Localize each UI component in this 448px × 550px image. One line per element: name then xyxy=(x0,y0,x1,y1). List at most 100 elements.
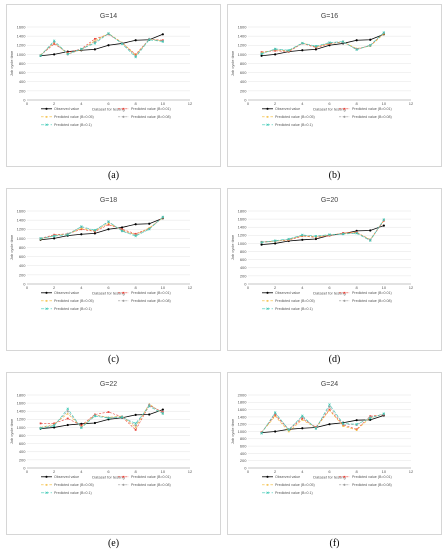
data-point xyxy=(94,37,96,40)
y-tick-label: 0 xyxy=(244,97,247,102)
legend-label: Predicted value (B=0.01) xyxy=(352,475,392,479)
series-line-2 xyxy=(261,409,384,433)
x-tick-label: 0 xyxy=(247,285,250,290)
data-point xyxy=(93,39,96,42)
chart-title: G=24 xyxy=(321,381,338,388)
legend-marker-4 xyxy=(45,491,48,495)
x-axis-label: Dataset for testing xyxy=(92,475,124,480)
legend-label: Predicted value (B=0.08) xyxy=(352,299,392,303)
chart-title: G=22 xyxy=(100,381,117,388)
data-point xyxy=(52,39,56,42)
data-point xyxy=(107,223,110,226)
y-tick-label: 1400 xyxy=(238,34,248,39)
data-point xyxy=(301,427,304,430)
x-tick-label: 4 xyxy=(80,101,83,106)
legend-label: Observed value xyxy=(54,291,79,295)
data-point xyxy=(355,48,358,52)
data-point xyxy=(342,425,345,427)
data-point xyxy=(53,42,56,45)
x-tick-label: 0 xyxy=(26,469,29,474)
x-tick-label: 12 xyxy=(409,469,414,474)
legend-label: Predicted value (B=0.1) xyxy=(54,123,92,127)
legend-label: Predicted value (B=0.01) xyxy=(131,475,171,479)
x-tick-label: 6 xyxy=(107,101,110,106)
legend-marker-0 xyxy=(266,291,269,294)
legend-marker-1 xyxy=(343,475,346,478)
x-tick-label: 10 xyxy=(382,285,387,290)
y-axis-label: Job cycle time xyxy=(230,50,235,76)
data-point xyxy=(66,407,69,411)
data-point xyxy=(328,41,331,44)
x-tick-label: 12 xyxy=(188,285,193,290)
data-point xyxy=(134,223,137,226)
data-point xyxy=(260,432,263,435)
data-point xyxy=(161,40,165,43)
chart-panel-d: G=20 0 200 400 600 800 1000 1200 1400 1600 1800 0 2 4… xyxy=(227,188,442,351)
y-tick-label: 200 xyxy=(19,88,26,93)
data-point xyxy=(301,49,304,52)
data-point xyxy=(120,42,124,46)
series-line-2 xyxy=(40,217,164,240)
data-point xyxy=(328,233,331,236)
x-axis-label: Dataset for testing xyxy=(313,107,345,112)
legend-label: Predicted value (B=0.1) xyxy=(54,307,92,311)
data-point xyxy=(120,226,124,229)
y-tick-label: 200 xyxy=(19,457,26,462)
y-tick-label: 600 xyxy=(19,254,26,259)
data-point xyxy=(161,408,164,411)
x-tick-label: 8 xyxy=(135,101,138,106)
x-tick-label: 6 xyxy=(328,469,331,474)
x-tick-label: 12 xyxy=(409,285,414,290)
data-point xyxy=(301,238,304,241)
series-line-4 xyxy=(261,32,385,55)
data-point xyxy=(107,416,110,420)
y-tick-label: 400 xyxy=(240,265,247,270)
data-point xyxy=(314,48,318,51)
y-tick-label: 800 xyxy=(19,61,26,66)
x-tick-label: 2 xyxy=(274,101,277,106)
data-point xyxy=(134,413,137,416)
data-point xyxy=(148,228,151,231)
data-point xyxy=(301,417,304,420)
x-tick-label: 8 xyxy=(356,285,359,290)
data-point xyxy=(161,215,165,219)
legend-marker-0 xyxy=(266,475,269,478)
legend-label: Observed value xyxy=(54,107,79,111)
chart-title: G=16 xyxy=(321,13,338,20)
series-line-0 xyxy=(261,225,384,246)
legend-label: Predicted value (B=0.01) xyxy=(352,107,392,111)
data-point xyxy=(53,426,56,429)
data-point xyxy=(355,39,358,42)
legend-marker-2 xyxy=(45,115,48,118)
data-point xyxy=(107,222,110,225)
legend-marker-2 xyxy=(266,115,269,118)
data-point xyxy=(93,414,97,418)
x-tick-label: 10 xyxy=(382,101,387,106)
data-point xyxy=(134,424,137,427)
data-point xyxy=(274,53,277,56)
data-point xyxy=(161,33,164,36)
data-point xyxy=(382,412,386,415)
chart-g16: G=16 0 200 400 600 800 1000 1200 1400 1600 0 2 4 6 8 10… xyxy=(230,13,414,127)
data-point xyxy=(273,47,277,51)
y-tick-label: 1200 xyxy=(238,233,248,238)
data-point xyxy=(66,233,69,236)
data-point xyxy=(80,47,83,51)
data-point xyxy=(369,44,372,47)
y-axis-label: Job cycle time xyxy=(9,418,14,444)
x-tick-label: 10 xyxy=(161,469,166,474)
y-tick-label: 1400 xyxy=(17,218,27,223)
data-point xyxy=(287,428,290,432)
data-point xyxy=(328,403,331,406)
legend-label: Predicted value (B=0.01) xyxy=(352,291,392,295)
y-tick-label: 200 xyxy=(240,88,247,93)
caption-d: (d) xyxy=(328,354,341,365)
data-point xyxy=(274,49,277,52)
chart-panel-b: G=16 0 200 400 600 800 1000 1200 1400 1600 0 2 4 6 8 10… xyxy=(227,4,442,167)
series-line-3 xyxy=(40,217,164,240)
y-tick-label: 1600 xyxy=(17,24,27,29)
chart-panel-c: G=18 0 200 400 600 800 1000 1200 1400 1600 0 2 4 6 8 10… xyxy=(6,188,221,351)
data-point xyxy=(274,414,277,416)
data-point xyxy=(53,53,56,56)
data-point xyxy=(80,426,83,430)
